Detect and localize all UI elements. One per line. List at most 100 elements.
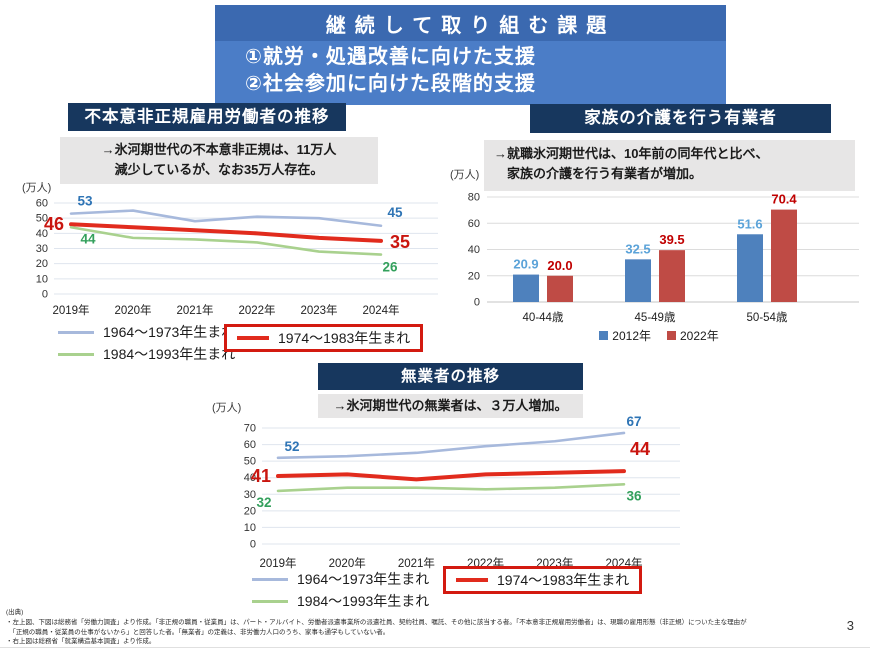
slide-header: 継続して取り組む課題 ①就労・処遇改善に向けた支援 ②社会参加に向けた段階的支援 [215, 5, 726, 105]
svg-text:67: 67 [626, 416, 641, 429]
svg-text:52: 52 [284, 439, 299, 454]
legend-line-swatch-green [58, 352, 94, 356]
bottom-divider [0, 647, 870, 648]
svg-text:50: 50 [36, 213, 48, 225]
svg-text:30: 30 [244, 489, 256, 501]
svg-text:2024年: 2024年 [362, 303, 399, 317]
involuntary-legend: 1964〜1973年生まれ 1984〜1993年生まれ [58, 321, 235, 365]
svg-text:35: 35 [390, 232, 410, 252]
legend-label-1984-1993: 1984〜1993年生まれ [103, 346, 236, 362]
svg-text:80: 80 [468, 192, 480, 204]
svg-text:51.6: 51.6 [737, 216, 762, 231]
svg-text:20: 20 [244, 505, 256, 517]
jobless-line-chart: 0 10 20 30 40 50 60 70 2019年 2020年 2021年 2022年 2023年… [232, 414, 682, 579]
legend-item-1964-1973: 1964〜1973年生まれ [58, 321, 235, 343]
involuntary-legend-emphasized: 1974〜1983年生まれ [224, 324, 424, 352]
svg-text:50-54歳: 50-54歳 [747, 311, 788, 324]
legend-line-swatch-red [237, 336, 269, 340]
legend-line-swatch-blue [58, 330, 94, 334]
svg-text:44: 44 [630, 439, 650, 459]
slide-title: 継続して取り組む課題 [215, 5, 726, 41]
svg-text:41: 41 [251, 466, 271, 486]
legend-line-swatch-blue [252, 577, 288, 581]
caregiving-note-line2: 家族の介護を行う有業者が増加。 [507, 165, 703, 181]
jobless-legend: 1964〜1973年生まれ 1984〜1993年生まれ [252, 568, 429, 612]
legend-label-2012: 2012年 [612, 329, 651, 343]
svg-text:20.0: 20.0 [547, 258, 572, 273]
svg-text:45: 45 [387, 205, 403, 220]
caregiving-note: →就職氷河期世代は、10年前の同年代と比べ、 家族の介護を行う有業者が増加。 [484, 140, 855, 191]
svg-text:2023年: 2023年 [300, 303, 337, 317]
page-number: 3 [846, 618, 854, 633]
involuntary-panel-title: 不本意非正規雇用労働者の推移 [68, 103, 346, 131]
involuntary-note-line2: 減少しているが、なお35万人存在。 [114, 161, 324, 177]
jobless-panel-title: 無業者の推移 [318, 363, 583, 390]
legend-item-1964-1973: 1964〜1973年生まれ [252, 568, 429, 590]
caregiving-bar-chart: 0 20 40 60 80 40-44歳 20.9 20.0 45-49歳 32.5 39.5 50-… [455, 183, 863, 331]
svg-text:2020年: 2020年 [329, 556, 366, 570]
footnote-line1: ・左上図、下図は総務省「労働力調査」より作成。「非正規の職員・従業員」は、パート… [6, 618, 747, 626]
jobless-note: →氷河期世代の無業者は、３万人増加。 [318, 394, 583, 418]
involuntary-note: →氷河期世代の不本意非正規は、11万人 減少しているが、なお35万人存在。 [60, 137, 378, 184]
legend-line-swatch-green [252, 599, 288, 603]
caregiving-legend: 2012年 2022年 [455, 327, 863, 344]
svg-text:20: 20 [36, 258, 48, 270]
svg-text:0: 0 [250, 539, 256, 551]
svg-text:20.9: 20.9 [513, 257, 538, 272]
svg-text:50: 50 [244, 456, 256, 468]
svg-text:40: 40 [244, 472, 256, 484]
svg-text:70: 70 [244, 423, 256, 435]
svg-text:53: 53 [77, 194, 93, 209]
svg-text:36: 36 [626, 488, 642, 503]
footnote-heading: (出典) [6, 609, 24, 616]
caregiving-panel-title: 家族の介護を行う有業者 [530, 104, 831, 133]
svg-text:40-44歳: 40-44歳 [523, 311, 564, 324]
svg-text:60: 60 [36, 198, 48, 210]
caregiving-axis-unit: (万人) [450, 169, 480, 181]
caregiving-note-line1: →就職氷河期世代は、10年前の同年代と比べ、 [494, 146, 769, 161]
svg-text:26: 26 [382, 260, 398, 275]
legend-label-1974-1983: 1974〜1983年生まれ [497, 572, 630, 588]
svg-text:2021年: 2021年 [398, 556, 435, 570]
svg-text:44: 44 [80, 231, 96, 246]
legend-line-swatch-red [456, 578, 488, 582]
svg-text:2019年: 2019年 [52, 303, 89, 317]
svg-text:0: 0 [42, 289, 48, 301]
svg-text:40: 40 [36, 228, 48, 240]
legend-item-2022: 2022年 [667, 327, 719, 344]
legend-label-1964-1973: 1964〜1973年生まれ [103, 324, 236, 340]
legend-item-1984-1993: 1984〜1993年生まれ [252, 590, 429, 612]
svg-text:2020年: 2020年 [114, 303, 151, 317]
svg-text:45-49歳: 45-49歳 [635, 311, 676, 324]
svg-text:10: 10 [244, 522, 256, 534]
svg-text:32: 32 [256, 495, 271, 510]
slide-subtitles: ①就労・処遇改善に向けた支援 ②社会参加に向けた段階的支援 [215, 41, 726, 105]
legend-label-1984-1993: 1984〜1993年生まれ [297, 593, 430, 609]
svg-text:2019年: 2019年 [259, 556, 296, 570]
svg-text:70.4: 70.4 [771, 192, 797, 207]
svg-text:30: 30 [36, 243, 48, 255]
jobless-legend-emphasized: 1974〜1983年生まれ [443, 566, 643, 594]
svg-text:2021年: 2021年 [176, 303, 213, 317]
legend-square-swatch-2012 [599, 331, 609, 340]
legend-label-2022: 2022年 [680, 329, 719, 343]
svg-text:20: 20 [468, 270, 480, 282]
svg-text:40: 40 [468, 244, 480, 256]
source-footnote: (出典) ・左上図、下図は総務省「労働力調査」より作成。「非正規の職員・従業員」… [6, 608, 836, 647]
legend-item-2012: 2012年 [599, 327, 651, 344]
involuntary-axis-unit: (万人) [22, 182, 52, 194]
legend-label-1974-1983: 1974〜1983年生まれ [278, 330, 411, 346]
svg-text:0: 0 [474, 297, 480, 309]
svg-text:60: 60 [468, 218, 480, 230]
svg-text:46: 46 [44, 214, 64, 234]
jobless-axis-unit: (万人) [212, 402, 242, 414]
svg-text:10: 10 [36, 273, 48, 285]
svg-text:2022年: 2022年 [238, 303, 275, 317]
legend-label-1964-1973: 1964〜1973年生まれ [297, 571, 430, 587]
legend-square-swatch-2022 [667, 331, 676, 340]
slide-subtitle-2: ②社会参加に向けた段階的支援 [245, 73, 536, 95]
involuntary-line-chart: 0 10 20 30 40 50 60 2019年 2020年 2021年 2022年 2023年 20… [26, 192, 440, 326]
footnote-line3: ・右上図は総務省「就業構造基本調査」より作成。 [6, 638, 156, 646]
svg-text:32.5: 32.5 [625, 241, 650, 256]
